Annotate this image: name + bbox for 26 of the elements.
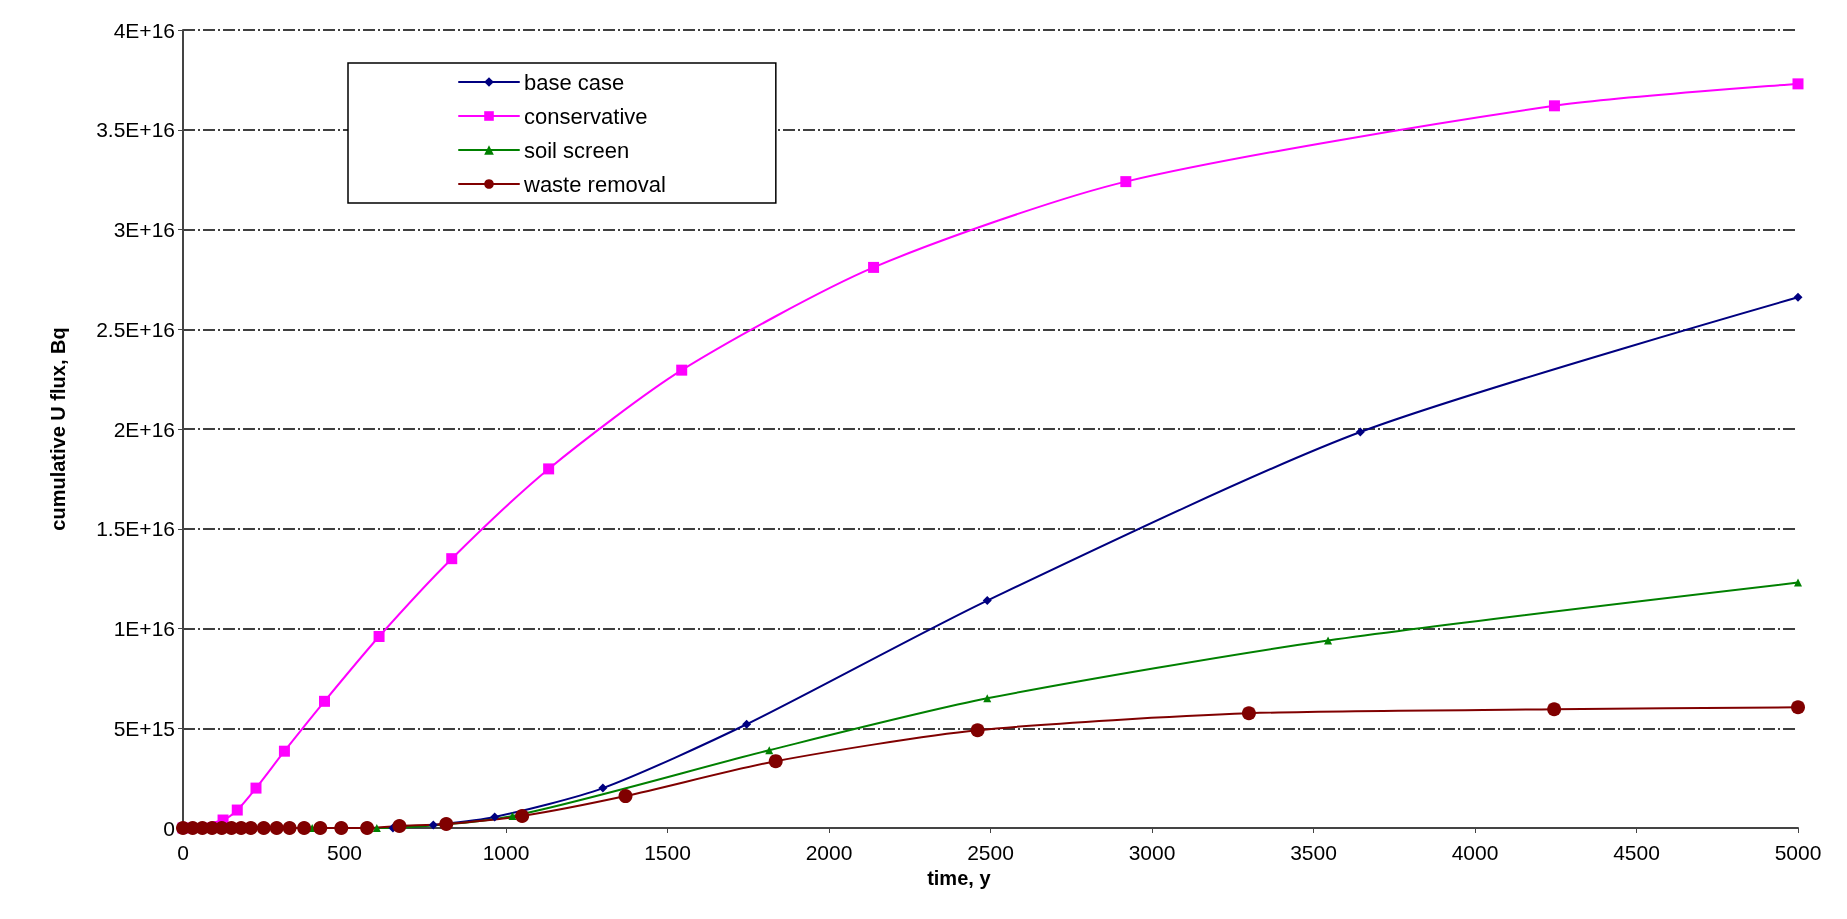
x-tick-label: 2000 (805, 841, 853, 864)
legend-label: waste removal (523, 171, 666, 197)
x-tick-label: 1000 (482, 841, 530, 864)
x-tick-label: 5000 (1774, 841, 1822, 864)
x-tick-label: 500 (326, 841, 363, 864)
legend-label: base case (524, 69, 625, 95)
x-tick-label: 0 (177, 841, 189, 864)
legend-label: soil screen (524, 137, 630, 163)
y-tick-label: 3.5E+16 (96, 118, 175, 142)
x-tick-label: 4500 (1613, 841, 1660, 864)
x-axis-title: time, y (927, 867, 992, 889)
y-tick-label: 1E+16 (113, 617, 175, 640)
x-tick-label: 3500 (1290, 841, 1337, 864)
x-tick-label: 1500 (644, 841, 691, 864)
y-tick-label: 0 (163, 816, 175, 840)
y-tick-label: 5E+15 (113, 716, 175, 740)
y-tick-label: 2E+16 (113, 417, 175, 441)
x-tick-label: 2500 (967, 841, 1014, 864)
x-tick-label: 4000 (1451, 841, 1499, 864)
x-tick-label: 3000 (1128, 841, 1176, 864)
y-tick-label: 1.5E+16 (96, 517, 175, 541)
y-tick-label: 3E+16 (113, 218, 175, 241)
y-tick-label: 4E+16 (113, 18, 175, 42)
legend-label: conservative (524, 103, 648, 129)
y-axis-title: cumulative U flux, Bq (47, 327, 69, 531)
y-tick-label: 2.5E+16 (96, 317, 175, 341)
